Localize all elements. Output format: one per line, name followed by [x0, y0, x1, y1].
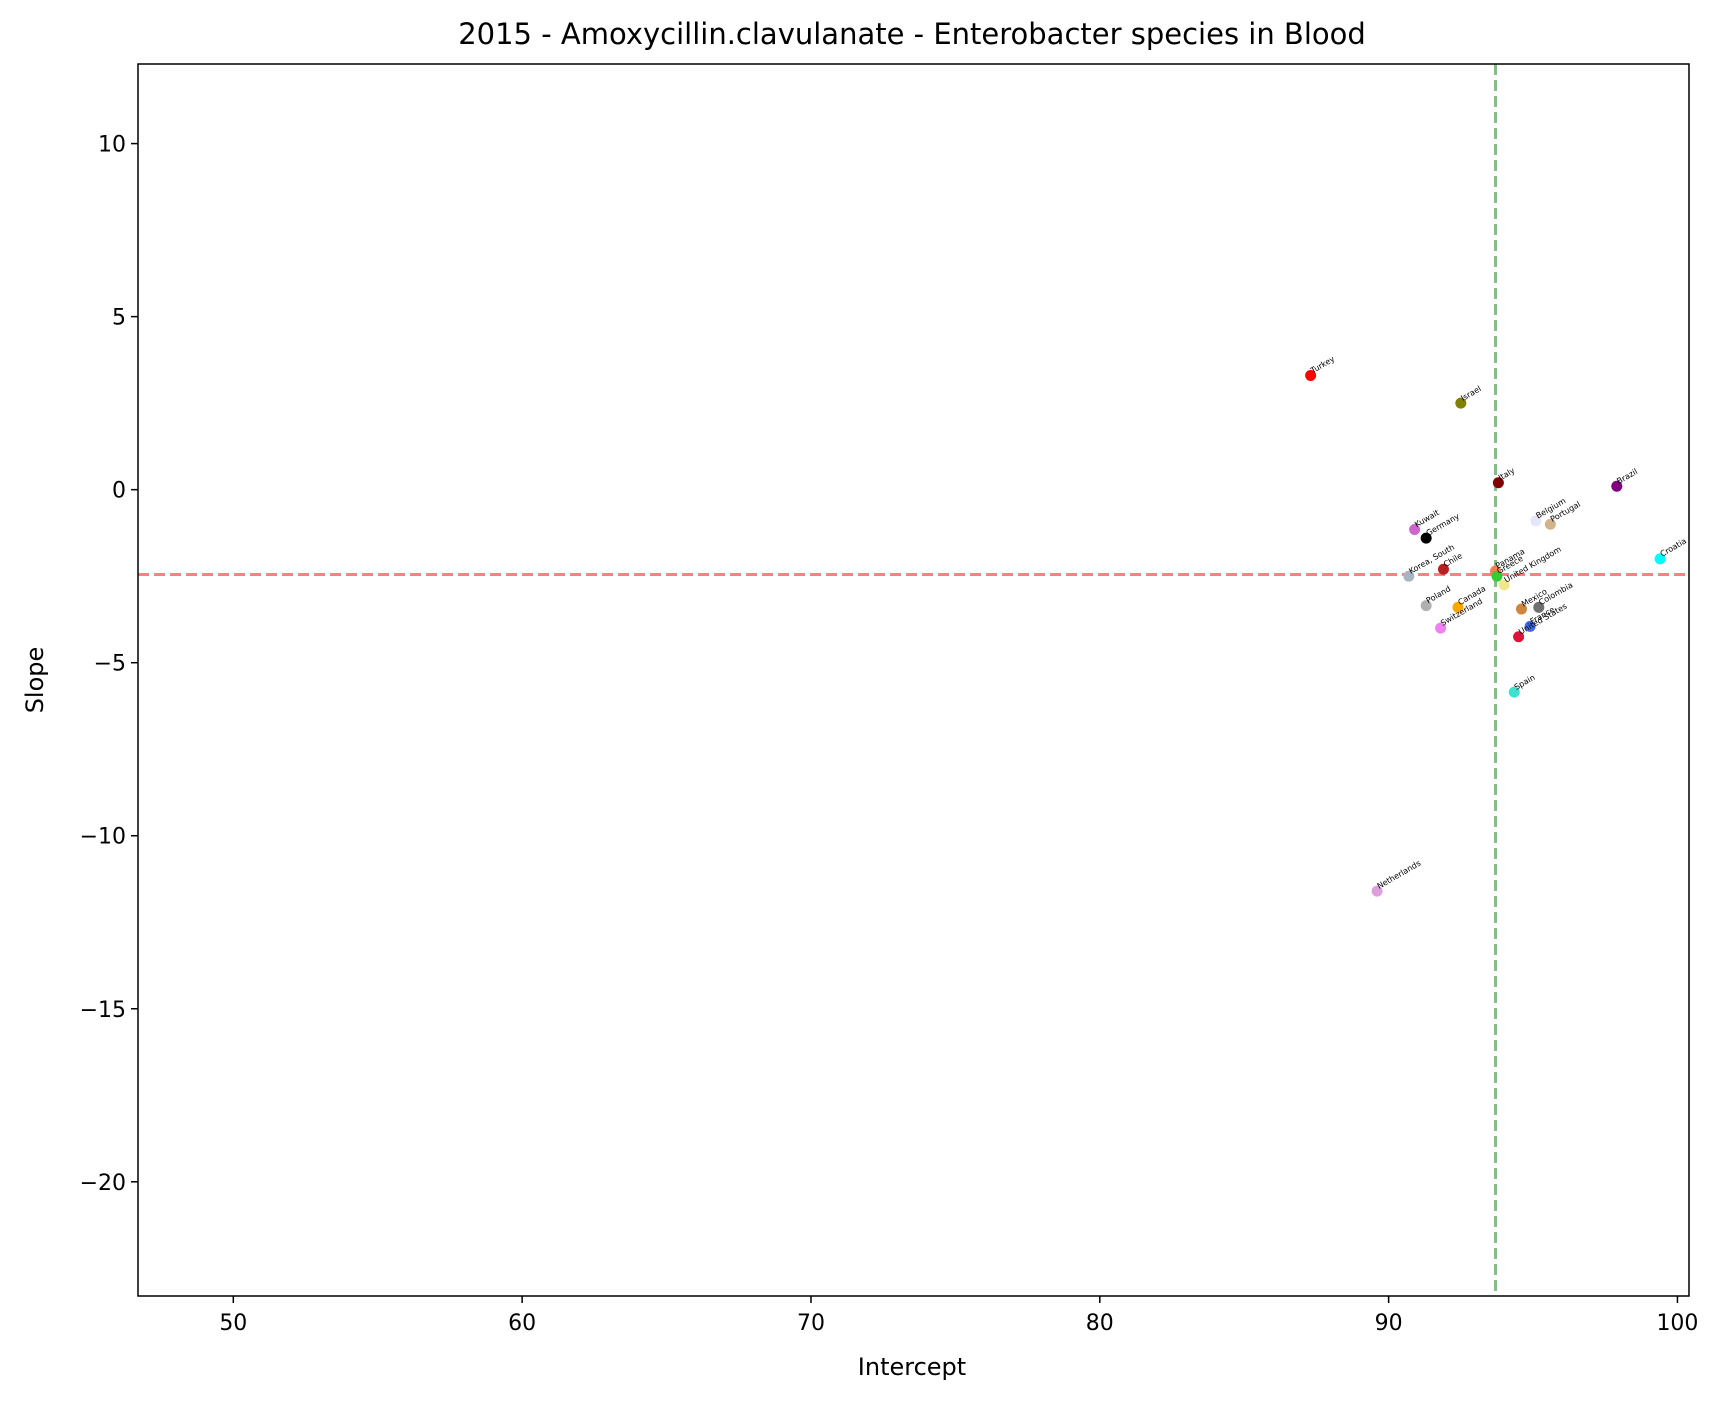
data-point: [1508, 686, 1520, 698]
plot-frame: [137, 63, 1690, 1297]
x-tick-label: 80: [1086, 1311, 1114, 1336]
data-point: [1403, 570, 1415, 582]
y-tick-label: 10: [98, 133, 126, 158]
data-point: [1420, 600, 1432, 612]
data-point: [1524, 620, 1536, 632]
data-point: [1513, 631, 1525, 643]
data-point: [1544, 518, 1556, 530]
y-tick-label: 5: [112, 306, 126, 331]
data-point: [1492, 477, 1504, 489]
y-tick-label: −20: [80, 1171, 126, 1196]
data-point: [1435, 622, 1447, 634]
data-point: [1409, 523, 1421, 535]
y-tick-label: −10: [80, 825, 126, 850]
x-tick-label: 90: [1375, 1311, 1403, 1336]
x-tick-label: 50: [219, 1311, 247, 1336]
data-point: [1491, 570, 1503, 582]
data-point: [1420, 532, 1432, 544]
data-point: [1515, 603, 1527, 615]
x-tick-label: 100: [1656, 1311, 1698, 1336]
data-point: [1452, 601, 1464, 613]
x-tick-label: 70: [797, 1311, 825, 1336]
data-point: [1437, 563, 1449, 575]
y-tick-label: −15: [80, 998, 126, 1023]
x-tick-label: 60: [508, 1311, 536, 1336]
data-point: [1611, 480, 1623, 492]
y-tick-label: 0: [112, 479, 126, 504]
chart-title: 2015 - Amoxycillin.clavulanate - Enterob…: [458, 17, 1366, 51]
y-axis-label: Slope: [21, 647, 49, 714]
data-point: [1455, 397, 1467, 409]
data-point: [1498, 579, 1510, 591]
data-point: [1371, 885, 1383, 897]
data-point: [1533, 601, 1545, 613]
data-point: [1654, 553, 1666, 565]
y-tick-label: −5: [94, 652, 126, 677]
x-axis-label: Intercept: [858, 1353, 966, 1381]
data-point: [1530, 515, 1542, 527]
data-point: [1305, 369, 1317, 381]
